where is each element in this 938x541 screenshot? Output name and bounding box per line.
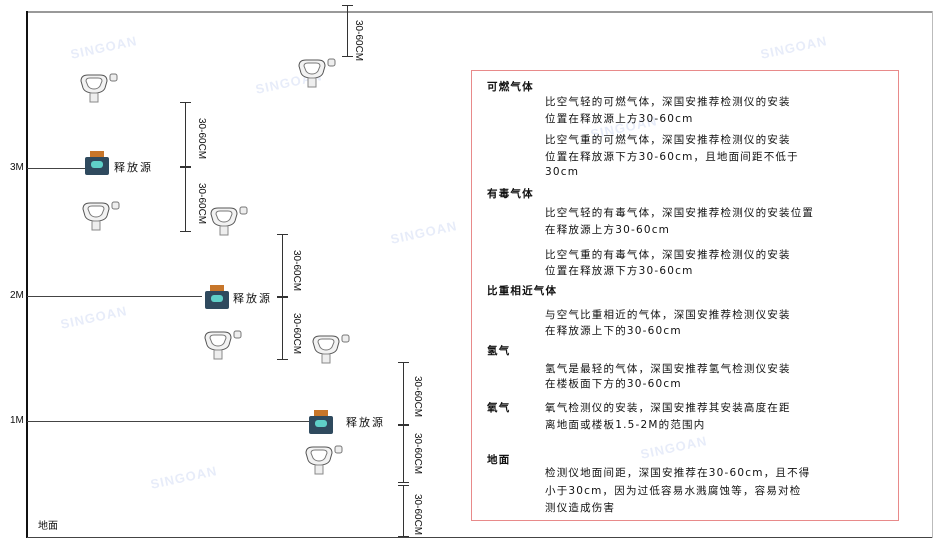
dimension-line: [180, 102, 191, 167]
section-title-toxic: 有毒气体: [487, 188, 534, 200]
release-source-icon: [85, 151, 109, 175]
note-line: 在楼板面下方的30-60cm: [545, 378, 682, 390]
level-1m-line: [27, 421, 309, 422]
dimension-line: [277, 297, 288, 360]
release-source-icon: [205, 285, 229, 309]
note-line: 测仪造成伤害: [545, 502, 616, 514]
dimension-label: 30-60CM: [196, 118, 207, 160]
note-line: 检测仪地面间距，深国安推荐在30-60cm，且不得: [545, 467, 811, 479]
level-2m-line: [27, 296, 202, 297]
note-line: 比空气重的有毒气体，深国安推荐检测仪的安装: [545, 249, 791, 261]
release-source-label: 释放源: [114, 161, 153, 174]
note-line: 小于30cm，因为过低容易水溅腐蚀等，容易对检: [545, 485, 802, 497]
floor-line: [27, 537, 933, 538]
notes-box: [471, 70, 899, 521]
note-line: 在释放源上下的30-60cm: [545, 325, 682, 337]
note-line: 氧气检测仪的安装，深国安推荐其安装高度在距: [545, 402, 791, 414]
note-line: 比空气重的可燃气体，深国安推荐检测仪的安装: [545, 134, 791, 146]
dimension-label: 30-60CM: [291, 313, 302, 355]
section-title-similar: 比重相近气体: [487, 285, 558, 297]
section-title-oxygen: 氧气: [487, 402, 511, 414]
wall-line: [26, 11, 28, 538]
dimension-line: [277, 234, 288, 297]
note-line: 30cm: [545, 166, 580, 178]
gas-detector-icon: [80, 73, 118, 103]
ground-label: 地面: [38, 521, 58, 532]
release-source-label: 释放源: [233, 292, 272, 305]
dimension-line: [398, 362, 409, 425]
release-source-icon: [309, 410, 333, 434]
note-line: 位置在释放源上方30-60cm: [545, 113, 694, 125]
watermark: SINGOAN: [59, 303, 129, 332]
note-line: 比空气轻的可燃气体，深国安推荐检测仪的安装: [545, 96, 791, 108]
dimension-line: [180, 167, 191, 232]
dimension-label: 30-60CM: [412, 494, 423, 536]
note-line: 氢气是最轻的气体，深国安推荐氢气检测仪安装: [545, 363, 791, 375]
note-line: 位置在释放源下方30-60cm: [545, 265, 694, 277]
watermark: SINGOAN: [759, 33, 829, 62]
dimension-line: [342, 5, 353, 57]
level-3m: 3M: [10, 162, 24, 173]
dimension-label: 30-60CM: [412, 433, 423, 475]
level-2m: 2M: [10, 290, 24, 301]
dimension-label: 30-60CM: [353, 20, 364, 62]
gas-detector-icon: [82, 201, 120, 231]
dimension-line: [398, 485, 409, 537]
level-1m: 1M: [10, 415, 24, 426]
watermark: SINGOAN: [69, 33, 139, 62]
gas-detector-icon: [210, 206, 248, 236]
gas-detector-icon: [204, 330, 242, 360]
watermark: SINGOAN: [389, 218, 459, 247]
section-title-ground: 地面: [487, 454, 511, 466]
gas-detector-icon: [312, 334, 350, 364]
note-line: 离地面或楼板1.5-2M的范围内: [545, 419, 706, 431]
level-3m-line: [27, 168, 85, 169]
release-source-label: 释放源: [346, 416, 385, 429]
right-edge-line: [932, 11, 933, 538]
note-line: 与空气比重相近的气体，深国安推荐检测仪安装: [545, 309, 791, 321]
ceiling-line: [27, 11, 933, 13]
section-title-flammable: 可燃气体: [487, 81, 534, 93]
dimension-line: [398, 425, 409, 483]
dimension-label: 30-60CM: [291, 250, 302, 292]
note-line: 位置在释放源下方30-60cm，且地面间距不低于: [545, 151, 799, 163]
gas-detector-icon: [305, 445, 343, 475]
note-line: 比空气轻的有毒气体，深国安推荐检测仪的安装位置: [545, 207, 815, 219]
gas-detector-icon: [298, 58, 336, 88]
section-title-hydrogen: 氢气: [487, 345, 511, 357]
dimension-label: 30-60CM: [196, 183, 207, 225]
dimension-label: 30-60CM: [412, 376, 423, 418]
watermark: SINGOAN: [149, 463, 219, 492]
note-line: 在释放源上方30-60cm: [545, 224, 671, 236]
